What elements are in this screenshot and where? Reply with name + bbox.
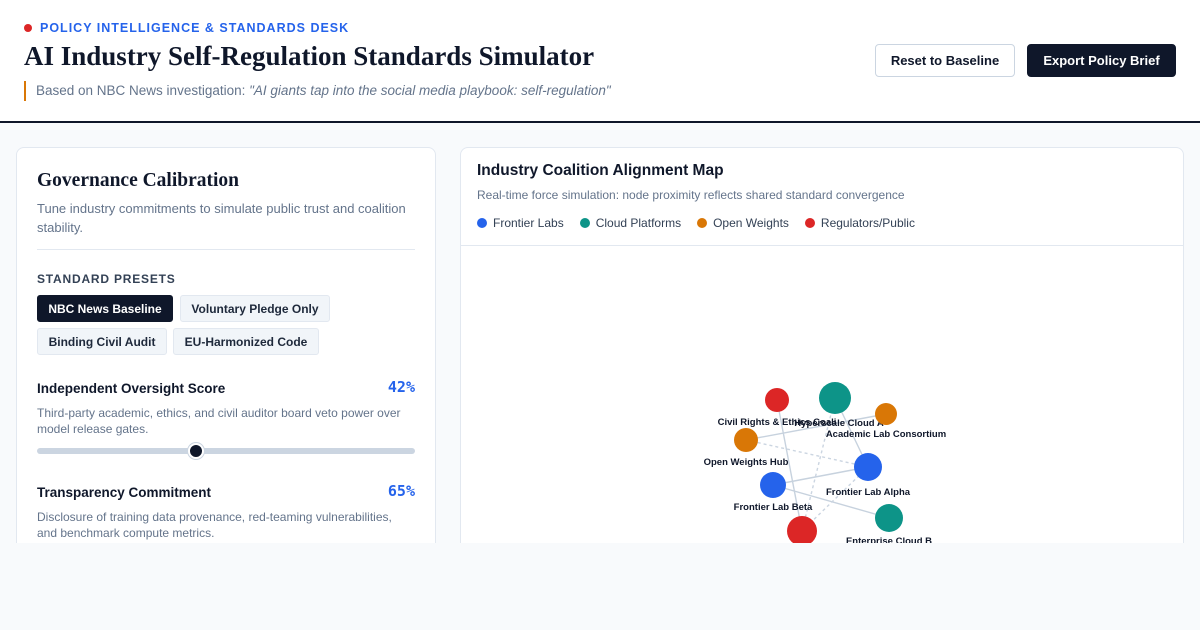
graph-node-civil[interactable] bbox=[765, 388, 789, 412]
graph-node-alpha[interactable] bbox=[854, 453, 882, 481]
graph-node-academic[interactable] bbox=[875, 403, 897, 425]
graph-node-regulator[interactable] bbox=[787, 516, 817, 546]
source-prefix: Based on NBC News investigation: bbox=[36, 83, 246, 98]
graph-link-openweights-alpha bbox=[745, 439, 869, 468]
graph-node-label-cloudB: Enterprise Cloud B bbox=[846, 536, 932, 547]
transparency-commitment-label: Transparency Commitment bbox=[37, 485, 212, 500]
legend-dot-icon bbox=[697, 218, 708, 228]
graph-node-label-openweights: Open Weights Hub bbox=[704, 457, 789, 468]
source-quote: "AI giants tap into the social media pla… bbox=[249, 83, 611, 98]
legend-item-frontier-labs: Frontier Labs bbox=[477, 216, 564, 230]
legend-label: Regulators/Public bbox=[820, 216, 915, 230]
preset-eu-harmonized-code[interactable]: EU-Harmonized Code bbox=[173, 328, 319, 355]
reset-baseline-button[interactable]: Reset to Baseline bbox=[875, 44, 1015, 77]
source-citation: Based on NBC News investigation: "AI gia… bbox=[24, 81, 611, 101]
graph-node-label-cloudA: Hyperscale Cloud A bbox=[794, 418, 884, 429]
graph-node-cloudA[interactable] bbox=[819, 382, 851, 414]
oversight-slider-thumb[interactable] bbox=[187, 443, 204, 459]
graph-link-beta-alpha bbox=[772, 466, 869, 486]
legend-item-open-weights: Open Weights bbox=[697, 216, 789, 230]
oversight-score-value: 42% bbox=[387, 378, 415, 396]
legend-dot-icon bbox=[579, 218, 590, 228]
oversight-score-slider[interactable] bbox=[37, 443, 415, 459]
graph-link-beta-cloudB bbox=[772, 484, 890, 519]
map-subtitle: Real-time force simulation: node proximi… bbox=[477, 188, 905, 202]
map-title: Industry Coalition Alignment Map bbox=[477, 162, 724, 179]
preset-nbc-news-baseline[interactable]: NBC News Baseline bbox=[37, 295, 173, 322]
legend-label: Open Weights bbox=[713, 216, 789, 230]
preset-binding-civil-audit[interactable]: Binding Civil Audit bbox=[37, 328, 167, 355]
live-indicator-dot bbox=[24, 24, 32, 32]
app-header: POLICY INTELLIGENCE & STANDARDS DESK AI … bbox=[0, 0, 1200, 123]
legend-item-regulators-public: Regulators/Public bbox=[804, 216, 915, 230]
desk-kicker: POLICY INTELLIGENCE & STANDARDS DESK bbox=[24, 21, 349, 35]
transparency-commitment-description: Disclosure of training data provenance, … bbox=[37, 510, 392, 540]
governance-title: Governance Calibration bbox=[37, 170, 240, 191]
legend-label: Cloud Platforms bbox=[595, 216, 682, 230]
oversight-score-label: Independent Oversight Score bbox=[37, 381, 226, 396]
graph-links bbox=[745, 397, 890, 532]
graph-node-label-academic: Academic Lab Consortium bbox=[826, 429, 946, 440]
oversight-score-description: Third-party academic, ethics, and civil … bbox=[37, 406, 401, 436]
map-divider bbox=[461, 245, 1183, 246]
graph-node-openweights[interactable] bbox=[734, 428, 758, 452]
legend-dot-icon bbox=[804, 218, 815, 228]
graph-link-civil-regulator bbox=[776, 399, 803, 532]
presets-label: STANDARD PRESETS bbox=[37, 272, 176, 286]
governance-description: Tune industry commitments to simulate pu… bbox=[37, 201, 406, 235]
viewport-cutoff bbox=[0, 543, 1200, 630]
map-legend: Frontier Labs Cloud Platforms Open Weigh… bbox=[477, 216, 931, 230]
graph-node-label-alpha: Frontier Lab Alpha bbox=[826, 487, 911, 498]
graph-node-label-beta: Frontier Lab Beta bbox=[734, 502, 813, 513]
legend-label: Frontier Labs bbox=[493, 216, 564, 230]
export-policy-brief-button[interactable]: Export Policy Brief bbox=[1027, 44, 1176, 77]
governance-panel: Governance Calibration Tune industry com… bbox=[16, 147, 436, 577]
page-title: AI Industry Self-Regulation Standards Si… bbox=[24, 41, 595, 71]
legend-dot-icon bbox=[477, 218, 487, 228]
preset-voluntary-pledge-only[interactable]: Voluntary Pledge Only bbox=[180, 295, 330, 322]
graph-link-openweights-academic bbox=[745, 413, 887, 441]
graph-node-beta[interactable] bbox=[760, 472, 786, 498]
transparency-commitment-value: 65% bbox=[387, 482, 415, 500]
kicker-text: POLICY INTELLIGENCE & STANDARDS DESK bbox=[40, 21, 350, 35]
coalition-map-panel: Industry Coalition Alignment Map Real-ti… bbox=[460, 147, 1184, 577]
legend-item-cloud-platforms: Cloud Platforms bbox=[579, 216, 682, 230]
graph-link-cloudA-regulator bbox=[801, 397, 836, 532]
graph-node-label-civil: Civil Rights & Ethics Coali bbox=[718, 417, 837, 428]
graph-node-cloudB[interactable] bbox=[875, 504, 903, 532]
section-divider bbox=[37, 249, 415, 250]
